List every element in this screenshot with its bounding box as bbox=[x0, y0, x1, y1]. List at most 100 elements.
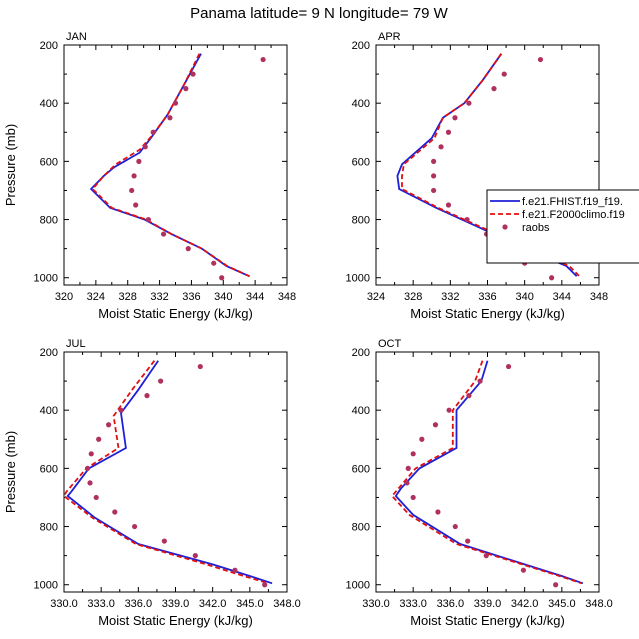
raobs-point bbox=[87, 480, 93, 486]
y-tick-label: 200 bbox=[40, 40, 58, 52]
raobs-point bbox=[96, 436, 102, 442]
panel-label: APR bbox=[378, 31, 401, 43]
raobs-point bbox=[118, 407, 124, 413]
y-tick-label: 1000 bbox=[346, 273, 370, 285]
raobs-point bbox=[132, 523, 138, 530]
raobs-point bbox=[431, 173, 437, 179]
raobs-point bbox=[445, 202, 452, 208]
series-line-fhist bbox=[66, 360, 273, 585]
raobs-point bbox=[167, 115, 173, 121]
raobs-point bbox=[260, 56, 266, 63]
raobs-point bbox=[219, 275, 225, 281]
panel-label: JUL bbox=[66, 338, 86, 350]
x-tick-label: 348.0 bbox=[585, 598, 613, 610]
panel-label: OCT bbox=[378, 338, 402, 350]
y-tick-label: 1000 bbox=[346, 580, 370, 592]
plot-frame bbox=[63, 351, 288, 593]
x-tick-label: 333.0 bbox=[399, 598, 427, 610]
raobs-point bbox=[464, 216, 470, 223]
series-line-f2000climo bbox=[91, 53, 250, 278]
x-tick-label: 340 bbox=[214, 291, 232, 303]
raobs-point bbox=[419, 436, 425, 442]
raobs-point bbox=[88, 451, 94, 457]
y-tick-label: 1000 bbox=[34, 580, 58, 592]
x-axis-label: Moist Static Energy (kJ/kg) bbox=[98, 306, 253, 321]
raobs-point bbox=[136, 158, 142, 164]
raobs-point bbox=[465, 538, 471, 544]
raobs-point bbox=[131, 173, 137, 179]
raobs-point bbox=[553, 582, 559, 588]
y-tick-label: 400 bbox=[40, 405, 58, 417]
x-tick-label: 332 bbox=[150, 291, 168, 303]
series-line-fhist bbox=[394, 360, 584, 585]
x-tick-label: 328 bbox=[119, 291, 137, 303]
y-tick-label: 200 bbox=[40, 347, 58, 359]
y-tick-label: 600 bbox=[40, 463, 58, 475]
raobs-point bbox=[491, 86, 497, 92]
raobs-point bbox=[144, 393, 150, 399]
raobs-point bbox=[93, 494, 99, 501]
x-tick-label: 344 bbox=[553, 291, 571, 303]
x-tick-label: 332 bbox=[441, 291, 459, 303]
legend: f.e21.FHIST.f19_f19. f.e21.F2000climo.f1… bbox=[486, 189, 639, 264]
x-tick-label: 342.0 bbox=[511, 598, 539, 610]
raobs-point bbox=[262, 582, 268, 588]
x-tick-label: 339.0 bbox=[474, 598, 502, 610]
y-tick-label: 800 bbox=[40, 215, 58, 227]
raobs-point bbox=[106, 422, 112, 428]
y-tick-label: 600 bbox=[40, 156, 58, 168]
raobs-point bbox=[190, 71, 196, 77]
x-axis-label: Moist Static Energy (kJ/kg) bbox=[410, 306, 565, 321]
y-tick-label: 600 bbox=[352, 463, 370, 475]
raobs-point bbox=[172, 100, 179, 106]
panel-jan: 320 324 328 332 336 340 344 348 200 400 600 800 1000… bbox=[3, 31, 296, 321]
y-tick-label: 600 bbox=[352, 156, 370, 168]
y-tick-label: 200 bbox=[352, 40, 370, 52]
x-axis-label: Moist Static Energy (kJ/kg) bbox=[98, 613, 253, 628]
x-tick-label: 342.0 bbox=[199, 598, 227, 610]
legend-label-model2: f.e21.F2000climo.f19 bbox=[522, 209, 625, 221]
x-tick-label: 339.0 bbox=[162, 598, 190, 610]
x-tick-label: 330.0 bbox=[50, 598, 78, 610]
plot-frame bbox=[63, 44, 288, 286]
x-tick-label: 336.0 bbox=[125, 598, 153, 610]
series-line-fhist bbox=[89, 53, 250, 278]
legend-label-raobs: raobs bbox=[522, 222, 550, 234]
x-tick-label: 336 bbox=[182, 291, 200, 303]
raobs-point bbox=[142, 144, 148, 150]
raobs-point bbox=[197, 363, 203, 370]
raobs-point bbox=[84, 465, 91, 471]
raobs-point bbox=[520, 567, 527, 573]
y-tick-label: 800 bbox=[352, 215, 370, 227]
x-tick-label: 345.0 bbox=[548, 598, 576, 610]
raobs-point bbox=[537, 56, 544, 63]
raobs-point bbox=[466, 100, 472, 106]
x-tick-label: 324 bbox=[367, 291, 385, 303]
y-tick-label: 200 bbox=[352, 347, 370, 359]
x-tick-label: 340 bbox=[515, 291, 533, 303]
x-tick-label: 330.0 bbox=[362, 598, 390, 610]
x-tick-label: 348 bbox=[278, 291, 296, 303]
series-line-f2000climo bbox=[390, 360, 582, 585]
raobs-point bbox=[410, 494, 416, 501]
raobs-point bbox=[446, 407, 452, 413]
legend-swatch-raobs bbox=[502, 224, 508, 230]
raobs-point bbox=[410, 451, 416, 457]
panel-apr: 324 328 332 336 340 344 348 200 400 600 800 1000 APR… bbox=[346, 31, 609, 321]
raobs-point bbox=[501, 71, 507, 77]
raobs-point bbox=[432, 422, 439, 428]
raobs-point bbox=[185, 246, 191, 252]
panel-jul: 330.0 333.0 336.0 339.0 342.0 345.0 348.0 200 40… bbox=[3, 338, 301, 628]
x-axis-label: Moist Static Energy (kJ/kg) bbox=[410, 613, 565, 628]
x-tick-label: 345.0 bbox=[236, 598, 264, 610]
raobs-point bbox=[452, 115, 458, 121]
raobs-point bbox=[505, 363, 512, 370]
legend-box bbox=[486, 189, 639, 264]
panel-label: JAN bbox=[66, 31, 87, 43]
raobs-point bbox=[232, 567, 238, 573]
x-tick-label: 336 bbox=[478, 291, 496, 303]
raobs-point bbox=[158, 378, 164, 384]
figure-title: Panama latitude= 9 N longitude= 79 W bbox=[190, 5, 449, 22]
raobs-point bbox=[466, 393, 472, 399]
y-tick-label: 400 bbox=[40, 98, 58, 110]
